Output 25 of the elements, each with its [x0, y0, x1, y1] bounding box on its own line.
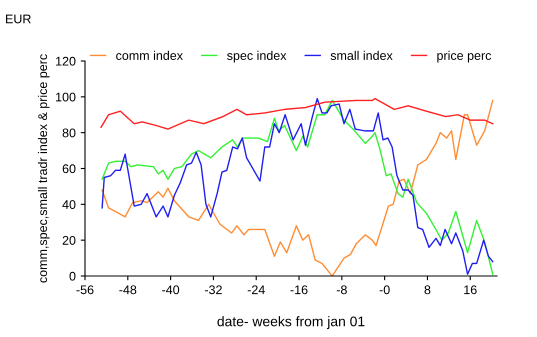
x-tick-label: 8	[424, 285, 430, 294]
x-tick-label: -32	[204, 285, 222, 294]
legend-label: spec index	[227, 50, 286, 62]
x-tick-label: -24	[248, 285, 265, 294]
y-tick-label: 40	[62, 200, 76, 209]
y-tick-label: 60	[62, 164, 76, 174]
line-series	[100, 98, 494, 130]
chart-title: EUR	[6, 14, 31, 24]
y-tick-label: 20	[62, 236, 76, 245]
y-tick-label: 0	[70, 272, 76, 281]
legend-label: price perc	[437, 50, 492, 62]
x-tick-label: 16	[464, 285, 477, 294]
y-axis-title: comm,spec,small tradr index & price perc	[38, 54, 50, 283]
x-axis-title: date- weeks from jan 01	[217, 316, 364, 330]
x-tick-label: -16	[290, 285, 308, 294]
y-tick-label: 120	[56, 56, 76, 66]
y-tick-label: 100	[56, 92, 76, 102]
x-tick-label: -40	[162, 285, 180, 294]
x-tick-label: -56	[76, 285, 94, 294]
legend-label: comm index	[116, 50, 183, 60]
x-tick-label: -8	[336, 285, 347, 294]
x-tick-label: -48	[119, 285, 136, 294]
x-tick-label: -0	[380, 285, 390, 294]
y-tick-label: 80	[62, 128, 76, 138]
legend-label: small index	[330, 50, 393, 60]
